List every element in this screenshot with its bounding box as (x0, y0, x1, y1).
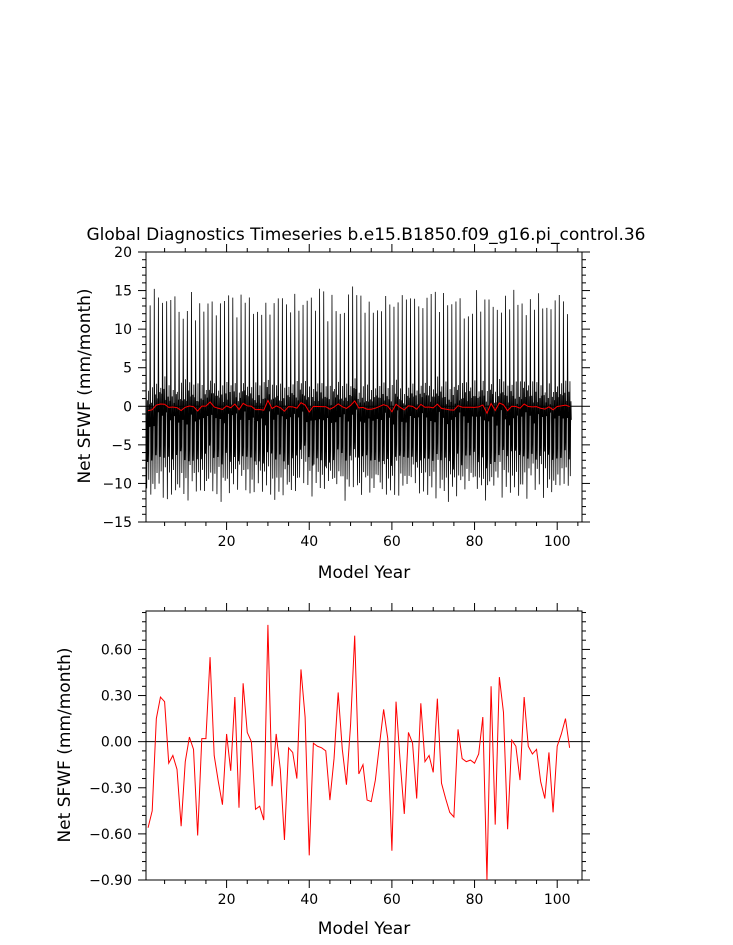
bottom-x-ticks: 20 40 60 80 100 (164, 603, 579, 908)
bottom-x-axis-label: Model Year (318, 919, 410, 939)
top-monthly-line (145, 286, 572, 502)
bottom-x-tick-label: 60 (383, 892, 401, 908)
top-y-axis-label: Net SFWF (mm/month) (75, 288, 95, 483)
top-x-tick-label: 60 (383, 534, 401, 550)
top-x-tick-label: 40 (300, 534, 318, 550)
bottom-x-tick-label: 20 (218, 892, 236, 908)
top-x-tick-label: 100 (544, 534, 571, 550)
bottom-y-tick-label: 0.60 (101, 642, 132, 658)
bottom-x-tick-label: 40 (300, 892, 318, 908)
bottom-y-axis-label: Net SFWF (mm/month) (55, 647, 75, 842)
bottom-plot-frame (145, 610, 583, 881)
top-annual-series (147, 399, 570, 415)
top-y-ticks: −15 −10 −5 0 5 10 15 20 (102, 245, 590, 531)
top-y-tick-label: 20 (114, 245, 132, 261)
bottom-y-tick-label: −0.90 (89, 873, 132, 889)
top-x-ticks: 20 40 60 80 100 (164, 244, 579, 550)
top-x-tick-label: 20 (218, 534, 236, 550)
bottom-annual-series (147, 624, 571, 881)
bottom-x-tick-label: 80 (466, 892, 484, 908)
top-y-tick-label: 0 (123, 399, 132, 415)
top-monthly-series (145, 286, 572, 502)
bottom-plot-border (145, 610, 583, 881)
bottom-y-tick-label: 0.00 (101, 735, 132, 751)
bottom-annual-mean-line (147, 624, 571, 881)
top-y-tick-label: −15 (102, 515, 132, 531)
top-y-tick-label: 10 (114, 322, 132, 338)
bottom-y-tick-label: 0.30 (101, 689, 132, 705)
bottom-y-ticks: −0.90 −0.60 −0.30 0.00 0.30 0.60 (89, 612, 590, 889)
bottom-panel: 20 40 60 80 100 −0.90−0.60−0.300.000.300.60 … (55, 603, 590, 939)
top-y-tick-label: −10 (102, 476, 132, 492)
top-y-tick-label: 5 (123, 361, 132, 377)
bottom-y-tick-label: −0.30 (89, 781, 132, 797)
top-y-tick-label: −5 (111, 438, 132, 454)
top-annual-mean-line (147, 399, 570, 415)
top-x-tick-label: 80 (466, 534, 484, 550)
bottom-y-tick-label: −0.60 (89, 827, 132, 843)
top-y-tick-label: 15 (114, 284, 132, 300)
bottom-x-tick-label: 100 (544, 892, 571, 908)
top-x-axis-label: Model Year (318, 563, 410, 583)
figure-title: Global Diagnostics Timeseries b.e15.B185… (87, 225, 646, 245)
